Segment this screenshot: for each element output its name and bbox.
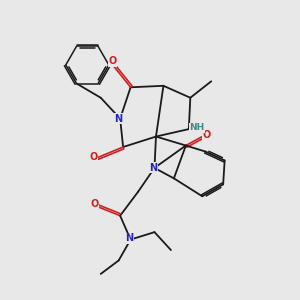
Text: N: N [125,233,133,243]
Text: N: N [115,114,123,124]
Text: O: O [89,152,98,163]
Text: NH: NH [190,123,205,132]
Text: O: O [91,199,99,209]
Text: O: O [109,56,117,66]
Text: N: N [149,163,157,173]
Text: O: O [202,130,211,140]
